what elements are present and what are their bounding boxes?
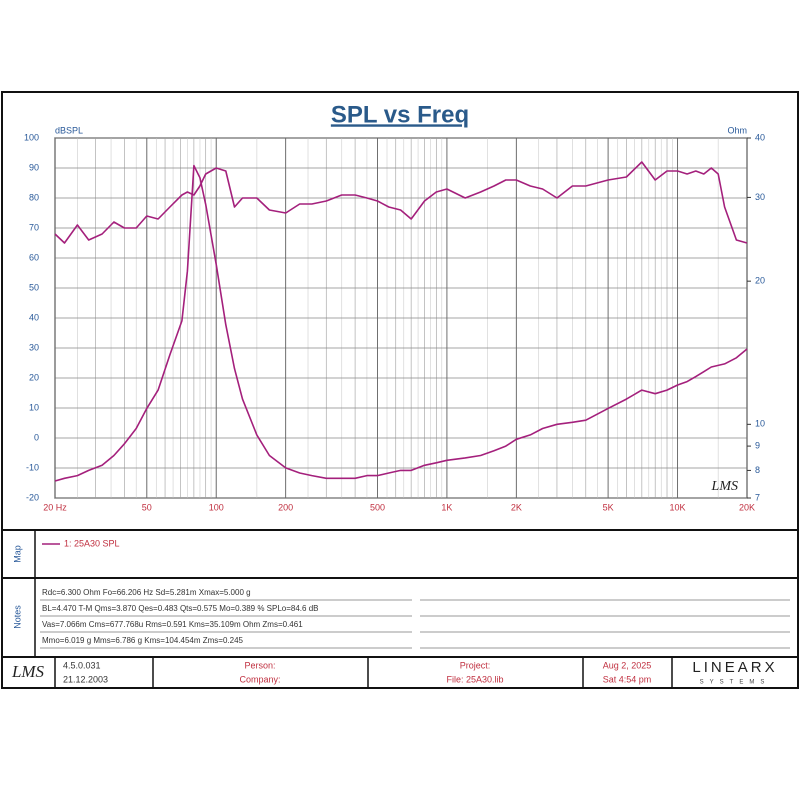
chart-title: SPL vs Freq	[331, 101, 469, 128]
footer-file: File: 25A30.lib	[446, 674, 503, 684]
footer-company: Company:	[239, 674, 280, 684]
legend: 1: 25A30 SPL	[42, 538, 120, 548]
footer-time: Sat 4:54 pm	[603, 674, 652, 684]
y2-tick-label: 9	[755, 440, 760, 450]
y-tick-label: -10	[26, 462, 39, 472]
note-line: BL=4.470 T-M Qms=3.870 Qes=0.483 Qts=0.5…	[42, 604, 318, 613]
x-tick-label: 1K	[441, 502, 452, 512]
y-axis-label: dBSPL	[55, 125, 83, 135]
y2-tick-label: 30	[755, 192, 765, 202]
y-tick-label: 100	[24, 132, 39, 142]
x-tick-label: 2K	[511, 502, 522, 512]
note-line: Vas=7.066m Cms=677.768u Rms=0.591 Kms=35…	[42, 620, 303, 629]
y-tick-label: 30	[29, 342, 39, 352]
x-tick-label: 5K	[603, 502, 614, 512]
x-tick-label: 50	[142, 502, 152, 512]
y2-tick-label: 10	[755, 419, 765, 429]
footer-build-date: 21.12.2003	[63, 674, 108, 684]
footer-version: 4.5.0.031	[63, 660, 101, 670]
notes-panel-label: Notes	[12, 605, 22, 629]
notes: Rdc=6.300 Ohm Fo=66.206 Hz Sd=5.281m Xma…	[40, 588, 412, 649]
y-tick-label: 50	[29, 282, 39, 292]
y2-axis-label: Ohm	[727, 125, 747, 135]
y2-tick-label: 40	[755, 132, 765, 142]
x-tick-label: 500	[370, 502, 385, 512]
x-tick-label: 100	[209, 502, 224, 512]
footer-brand-sub: SYSTEMS	[700, 680, 771, 686]
series-line	[54, 164, 748, 482]
plot-logo: LMS	[711, 479, 738, 494]
y-tick-label: 0	[34, 432, 39, 442]
y-tick-label: 20	[29, 372, 39, 382]
y-tick-label: 80	[29, 192, 39, 202]
y2-tick-label: 20	[755, 276, 765, 286]
series-line	[54, 161, 748, 244]
y-tick-label: -20	[26, 492, 39, 502]
y-tick-label: 40	[29, 312, 39, 322]
y2-tick-label: 8	[755, 465, 760, 475]
y-tick-label: 70	[29, 222, 39, 232]
y-tick-label: 60	[29, 252, 39, 262]
y-tick-label: 10	[29, 402, 39, 412]
footer-logo: LMS	[11, 662, 45, 681]
note-line: Rdc=6.300 Ohm Fo=66.206 Hz Sd=5.281m Xma…	[42, 588, 251, 597]
footer-project: Project:	[460, 660, 491, 670]
y-tick-label: 90	[29, 162, 39, 172]
x-tick-label: 10K	[670, 502, 686, 512]
x-tick-label: 200	[278, 502, 293, 512]
note-line: Mmo=6.019 g Mms=6.786 g Kms=104.454m Zms…	[42, 636, 244, 645]
footer-date: Aug 2, 2025	[603, 660, 652, 670]
legend-label: 1: 25A30 SPL	[64, 538, 120, 548]
x-tick-label: 20K	[739, 502, 755, 512]
footer-brand: LINEARX	[692, 659, 777, 676]
legend-panel-label: Map	[12, 545, 22, 563]
y2-tick-label: 7	[755, 492, 760, 502]
footer-person: Person:	[244, 660, 275, 670]
x-tick-label: 20 Hz	[43, 502, 67, 512]
